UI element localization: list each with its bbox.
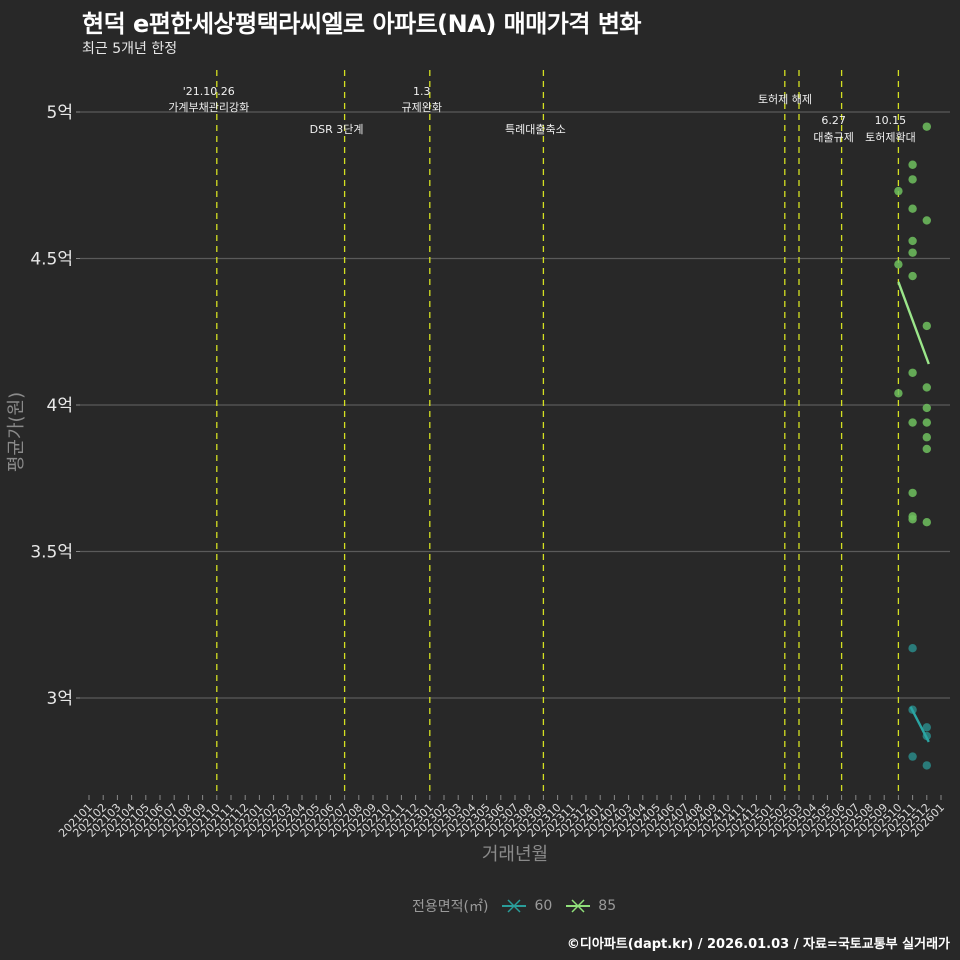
event-label: 규제완화 (402, 101, 442, 114)
data-point-85 (922, 122, 931, 131)
event-date: 10.15 (875, 114, 907, 127)
data-point-60 (908, 752, 917, 761)
legend-label-60: 60 (534, 898, 553, 914)
data-point-85 (894, 260, 903, 269)
trend-line-60 (909, 706, 930, 743)
event-date: 1.3 (413, 85, 431, 98)
data-point-85 (908, 515, 917, 524)
chart-subtitle: 최근 5개년 한정 (82, 41, 178, 57)
data-point-85 (908, 175, 917, 184)
gridlines (80, 111, 950, 699)
data-point-85 (908, 418, 917, 427)
data-point-60 (922, 761, 931, 770)
event-label: DSR 3단계 (310, 123, 364, 136)
legend-cross-icon-85 (566, 899, 591, 913)
data-point-85 (922, 403, 931, 413)
y-axis-title: 평균가(원) (6, 392, 27, 472)
legend-item-60[interactable]: 60 (500, 898, 552, 914)
legend-cross-icon-60 (502, 899, 527, 913)
y-tick-label: 3.5억 (30, 543, 73, 563)
event-label: 토허제확대 (865, 131, 916, 144)
legend: 전용면적(㎡) 60 85 (412, 896, 616, 916)
data-point-85 (908, 368, 917, 377)
data-point-85 (894, 389, 903, 398)
data-point-85 (908, 160, 917, 169)
event-date: 6.27 (821, 114, 846, 127)
data-point-85 (908, 248, 917, 257)
x-axis-title: 거래년월 (482, 844, 548, 865)
y-tick-label: 4억 (47, 396, 73, 416)
y-tick-label: 4.5억 (30, 250, 73, 270)
event-label: 대출규제 (813, 131, 853, 144)
event-date: '21.10.26 (183, 85, 235, 98)
legend-label-85: 85 (598, 898, 617, 914)
event-label: 특례대출축소 (505, 123, 566, 136)
data-point-85 (908, 236, 917, 246)
data-point-85 (922, 383, 931, 392)
data-point-85 (922, 444, 931, 454)
x-axis: 2021012021022021032021042021052021062021… (56, 795, 947, 840)
data-point-85 (922, 518, 931, 527)
data-point-85 (922, 321, 931, 331)
data-point-85 (922, 418, 931, 427)
data-point-85 (922, 216, 931, 225)
data-point-85 (908, 271, 917, 281)
data-point-85 (922, 433, 931, 442)
y-tick-label: 5억 (47, 103, 73, 123)
trend-line-85 (897, 281, 930, 365)
chart-title: 현덕 e편한세상평택라씨엘로 아파트(NA) 매매가격 변화 (82, 10, 641, 38)
data-points (894, 122, 931, 770)
event-label: 가계부채관리강화 (168, 101, 249, 114)
source-credit: ©디아파트(dapt.kr) / 2026.01.03 / 자료=국토교통부 실… (566, 937, 950, 952)
y-tick-label: 3억 (47, 689, 73, 709)
data-point-85 (894, 186, 903, 196)
data-point-60 (908, 643, 917, 653)
legend-item-85[interactable]: 85 (564, 898, 616, 914)
data-point-60 (922, 723, 931, 732)
data-point-85 (908, 488, 917, 498)
event-label: 토허제 해제 (758, 92, 812, 106)
legend-title: 전용면적(㎡) (412, 899, 489, 915)
trend-lines (897, 281, 930, 743)
data-point-85 (908, 204, 917, 213)
y-axis: 5억 4.5억 4억 3.5억 3억 (30, 103, 80, 709)
